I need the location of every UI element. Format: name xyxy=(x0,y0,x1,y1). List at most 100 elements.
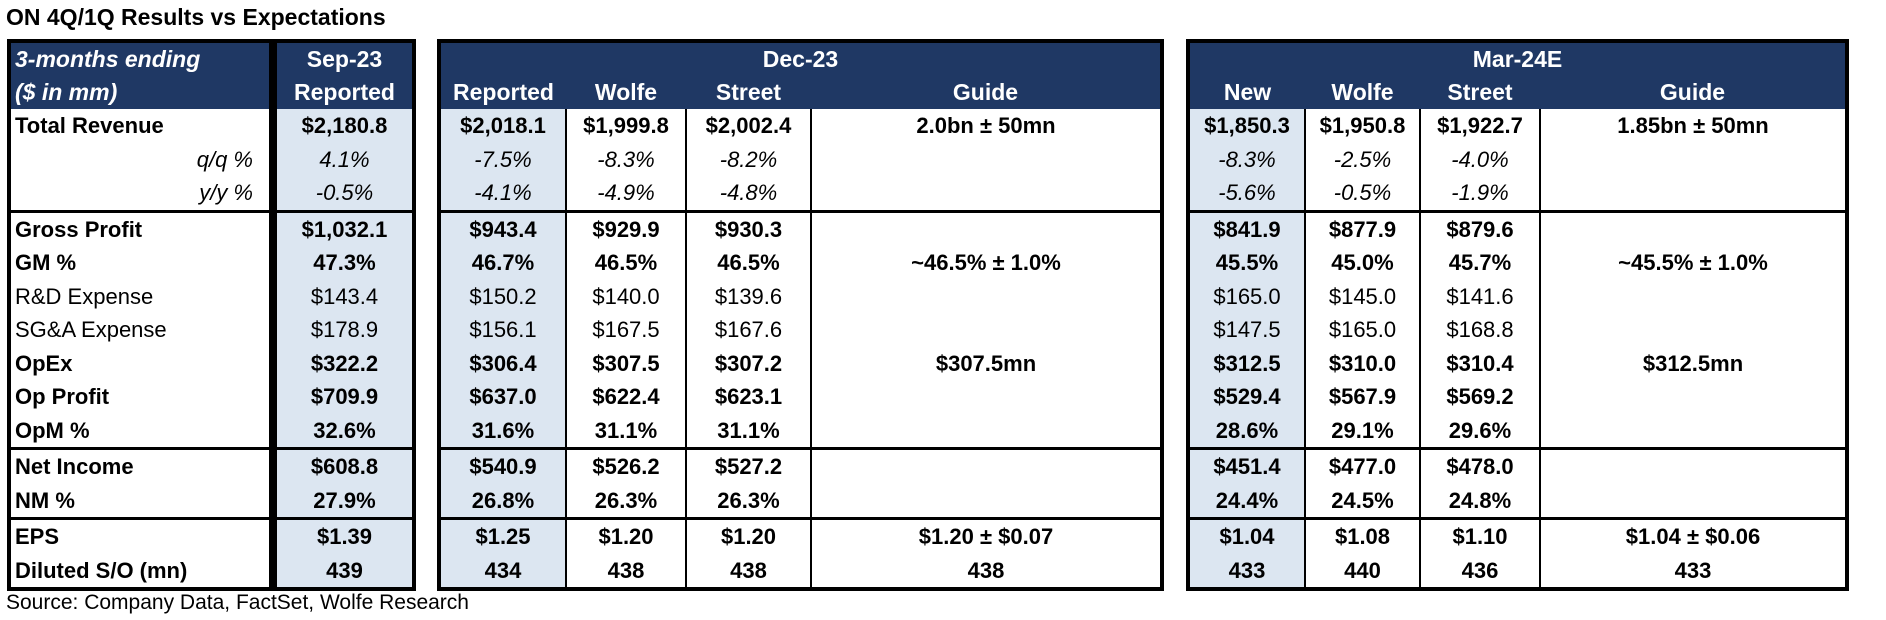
table-row: $156.1 $167.5 $167.6 xyxy=(441,313,1160,347)
table-row: $1.39 xyxy=(277,517,412,554)
header-row-2: New Wolfe Street Guide xyxy=(1190,76,1845,109)
sep-23-block: Sep-23 Reported $2,180.8 4.1% -0.5% $1,032.… xyxy=(273,39,416,591)
mar-cell: $1.04 ± $0.06 xyxy=(1539,517,1845,554)
sep-reported-cell: $2,180.8 xyxy=(277,109,412,143)
mar-cell: $1.10 xyxy=(1419,517,1540,554)
table-row: GM % xyxy=(11,246,269,280)
table-row: Total Revenue xyxy=(11,109,269,143)
mar-cell: $879.6 xyxy=(1419,209,1540,246)
dec-cell xyxy=(810,380,1160,414)
row-label: OpM % xyxy=(15,417,90,443)
mar-cell: 29.1% xyxy=(1304,413,1420,449)
dec-cell: -4.8% xyxy=(685,176,811,211)
mar-cell: $165.0 xyxy=(1304,313,1420,347)
header-label-line1: 3-months ending xyxy=(11,43,269,76)
sep-reported-cell: 4.1% xyxy=(277,142,412,176)
table-row: OpEx xyxy=(11,347,269,381)
mar-cell xyxy=(1539,413,1845,449)
sep-reported-cell: $1.39 xyxy=(277,517,412,554)
mar-cell xyxy=(1539,176,1845,211)
table-row: y/y % xyxy=(11,176,269,211)
mar-cell: 24.4% xyxy=(1190,483,1305,519)
table-row: $608.8 xyxy=(277,447,412,484)
table-row: 434 438 438 438 xyxy=(441,553,1160,587)
header-row-1: Dec-23 xyxy=(441,43,1160,76)
mar-cell: $569.2 xyxy=(1419,380,1540,414)
dec-cell xyxy=(810,413,1160,449)
mar-col-header: New xyxy=(1190,76,1305,109)
table-row: 46.7% 46.5% 46.5% ~46.5% ± 1.0% xyxy=(441,246,1160,280)
mar-cell xyxy=(1539,279,1845,313)
dec-cell: 31.1% xyxy=(565,413,686,449)
row-labels-table: 3-months ending ($ in mm) Total Revenue q… xyxy=(11,43,269,587)
mar-cell: $1,922.7 xyxy=(1419,109,1540,143)
dec-cell: 46.5% xyxy=(685,246,811,280)
table-row: -4.1% -4.9% -4.8% xyxy=(441,176,1160,211)
table-row: $451.4 $477.0 $478.0 xyxy=(1190,447,1845,484)
dec-cell: $307.2 xyxy=(685,346,811,380)
dec-cell: $150.2 xyxy=(441,279,566,313)
header-row-2: ($ in mm) xyxy=(11,76,269,109)
sep-23-table: Sep-23 Reported $2,180.8 4.1% -0.5% $1,032.… xyxy=(277,43,412,587)
header-row-1: 3-months ending xyxy=(11,43,269,76)
mar-cell: -8.3% xyxy=(1190,142,1305,176)
mar-cell: $312.5 xyxy=(1190,346,1305,380)
header-label-line2: ($ in mm) xyxy=(11,76,269,109)
header-row-1: Mar-24E xyxy=(1190,43,1845,76)
dec-cell xyxy=(810,142,1160,176)
dec-cell xyxy=(810,313,1160,347)
dec-cell: 46.5% xyxy=(565,246,686,280)
row-label: OpEx xyxy=(15,350,73,376)
table-row: -5.6% -0.5% -1.9% xyxy=(1190,176,1845,211)
dec-cell: -8.3% xyxy=(565,142,686,176)
row-labels-block: 3-months ending ($ in mm) Total Revenue q… xyxy=(7,39,273,591)
mar-24e-block: Mar-24E New Wolfe Street Guide $1,850.3 $… xyxy=(1186,39,1849,591)
dec-cell: $623.1 xyxy=(685,380,811,414)
mar-period-header: Mar-24E xyxy=(1190,43,1845,76)
table-row: 439 xyxy=(277,553,412,587)
table-row: $178.9 xyxy=(277,313,412,347)
dec-cell xyxy=(810,447,1160,484)
dec-cell: $139.6 xyxy=(685,279,811,313)
sep-reported-cell: $178.9 xyxy=(277,313,412,347)
sep-reported-cell: 439 xyxy=(277,553,412,587)
dec-cell: 31.1% xyxy=(685,413,811,449)
mar-cell: $877.9 xyxy=(1304,209,1420,246)
table-row: q/q % xyxy=(11,143,269,177)
dec-cell xyxy=(810,279,1160,313)
table-row: Gross Profit xyxy=(11,209,269,246)
mar-cell: $165.0 xyxy=(1190,279,1305,313)
row-label: R&D Expense xyxy=(15,283,154,309)
mar-cell: $1.04 xyxy=(1190,517,1305,554)
table-row: 24.4% 24.5% 24.8% xyxy=(1190,483,1845,519)
sep-reported-cell: $1,032.1 xyxy=(277,209,412,246)
table-row: OpM % xyxy=(11,414,269,449)
page-title: ON 4Q/1Q Results vs Expectations xyxy=(6,4,386,30)
sep-reported-cell: $608.8 xyxy=(277,447,412,484)
dec-cell: -4.9% xyxy=(565,176,686,211)
dec-cell: ~46.5% ± 1.0% xyxy=(810,246,1160,280)
dec-cell: $307.5 xyxy=(565,346,686,380)
table-row: $1,032.1 xyxy=(277,209,412,246)
dec-cell: $307.5mn xyxy=(810,346,1160,380)
dec-cell xyxy=(810,483,1160,519)
mar-cell: $312.5mn xyxy=(1539,346,1845,380)
dec-cell: 434 xyxy=(441,553,566,587)
table-row: $143.4 xyxy=(277,279,412,313)
mar-cell: 1.85bn ± 50mn xyxy=(1539,109,1845,143)
mar-col-header: Wolfe xyxy=(1305,76,1420,109)
table-row: EPS xyxy=(11,517,269,554)
row-label: SG&A Expense xyxy=(15,317,167,342)
mar-cell xyxy=(1539,209,1845,246)
table-row: $165.0 $145.0 $141.6 xyxy=(1190,279,1845,313)
dec-cell: -8.2% xyxy=(685,142,811,176)
table-row: $540.9 $526.2 $527.2 xyxy=(441,447,1160,484)
table-row: 32.6% xyxy=(277,413,412,449)
dec-col-header: Reported xyxy=(441,76,566,109)
mar-cell: -2.5% xyxy=(1304,142,1420,176)
table-row: $841.9 $877.9 $879.6 xyxy=(1190,209,1845,246)
mar-cell: 45.5% xyxy=(1190,246,1305,280)
dec-cell: $167.5 xyxy=(565,313,686,347)
mar-cell: -4.0% xyxy=(1419,142,1540,176)
table-row: $2,018.1 $1,999.8 $2,002.4 2.0bn ± 50mn xyxy=(441,109,1160,143)
